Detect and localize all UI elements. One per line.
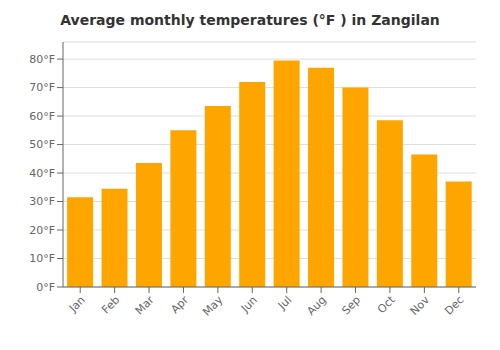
svg-text:Feb: Feb: [99, 293, 122, 316]
svg-text:Oct: Oct: [375, 293, 398, 316]
svg-text:60°F: 60°F: [29, 110, 55, 123]
svg-text:Aug: Aug: [304, 293, 328, 317]
svg-text:30°F: 30°F: [29, 195, 55, 208]
svg-text:Dec: Dec: [442, 293, 466, 317]
svg-text:Jan: Jan: [66, 293, 88, 315]
svg-text:70°F: 70°F: [29, 81, 55, 94]
svg-text:Apr: Apr: [168, 293, 191, 316]
html-text:Average monthly temperatures (: Average monthly temperatures (°F ) in Za…: [60, 12, 440, 28]
svg-text:Nov: Nov: [408, 293, 433, 318]
svg-text:50°F: 50°F: [29, 138, 55, 151]
svg-text:0°F: 0°F: [36, 281, 55, 294]
svg-text:20°F: 20°F: [29, 224, 55, 237]
svg-text:Sep: Sep: [339, 293, 363, 317]
svg-text:Jul: Jul: [275, 293, 294, 312]
svg-text:80°F: 80°F: [29, 53, 55, 66]
svg-text:May: May: [200, 293, 226, 319]
svg-text:Mar: Mar: [133, 293, 157, 317]
svg-text:10°F: 10°F: [29, 252, 55, 265]
svg-text:40°F: 40°F: [29, 167, 55, 180]
svg-text:Jun: Jun: [238, 293, 260, 315]
